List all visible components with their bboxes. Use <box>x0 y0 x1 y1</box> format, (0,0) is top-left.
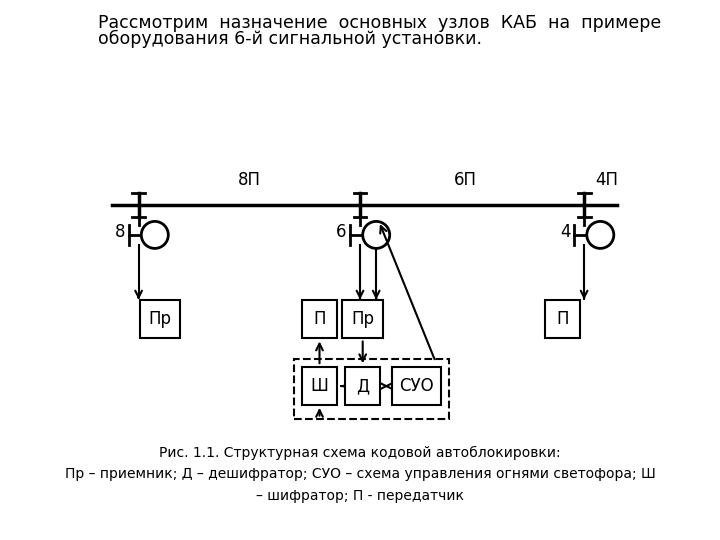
Text: Пр: Пр <box>149 309 171 328</box>
Text: СУО: СУО <box>400 377 434 395</box>
Bar <box>392 367 441 405</box>
Bar <box>302 367 337 405</box>
Bar <box>545 300 580 338</box>
Circle shape <box>141 221 168 248</box>
Bar <box>140 300 181 338</box>
Text: 8: 8 <box>114 223 125 241</box>
Text: 4: 4 <box>560 223 571 241</box>
Text: – шифратор; П - передатчик: – шифратор; П - передатчик <box>256 489 464 503</box>
Circle shape <box>587 221 613 248</box>
Bar <box>294 359 449 418</box>
Text: 8П: 8П <box>238 171 261 189</box>
Text: 6: 6 <box>336 223 346 241</box>
Bar <box>302 300 337 338</box>
Circle shape <box>363 221 390 248</box>
Text: Пр – приемник; Д – дешифратор; СУО – схема управления огнями светофора; Ш: Пр – приемник; Д – дешифратор; СУО – схе… <box>65 467 655 481</box>
Bar <box>345 367 380 405</box>
Text: 4П: 4П <box>595 171 618 189</box>
Text: П: П <box>557 309 569 328</box>
Text: 6П: 6П <box>454 171 477 189</box>
Text: Ш: Ш <box>310 377 328 395</box>
Text: П: П <box>313 309 325 328</box>
Bar <box>343 300 383 338</box>
Text: оборудования 6-й сигнальной установки.: оборудования 6-й сигнальной установки. <box>98 30 482 48</box>
Text: Пр: Пр <box>351 309 374 328</box>
Text: Рассмотрим  назначение  основных  узлов  КАБ  на  примере: Рассмотрим назначение основных узлов КАБ… <box>98 14 662 31</box>
Text: Д: Д <box>356 377 369 395</box>
Text: Рис. 1.1. Структурная схема кодовой автоблокировки:: Рис. 1.1. Структурная схема кодовой авто… <box>159 446 561 460</box>
